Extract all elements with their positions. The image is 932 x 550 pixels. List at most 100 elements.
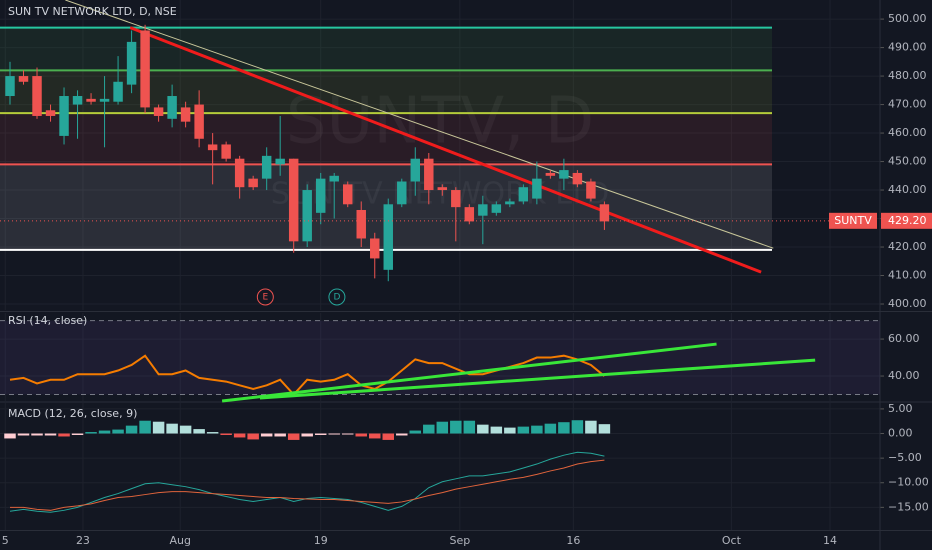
last-price-label: 429.20: [888, 214, 927, 227]
signal-line: [9, 459, 605, 511]
histogram-bar: [463, 420, 476, 434]
zone: [0, 27, 772, 71]
y-tick-label: 460.00: [888, 126, 927, 139]
candle-body: [5, 76, 15, 97]
histogram-bar: [328, 433, 340, 435]
last-price-name: SUNTV: [834, 214, 872, 227]
x-tick-label: Oct: [722, 534, 742, 547]
histogram-bar: [531, 425, 543, 434]
histogram-bar: [598, 424, 611, 434]
histogram-bar: [58, 433, 70, 437]
histogram-bar: [274, 433, 286, 437]
candle-body: [518, 187, 529, 202]
histogram-bar: [571, 420, 584, 434]
candle-body: [532, 178, 542, 199]
y-tick-label: 440.00: [888, 183, 927, 196]
candle-body: [167, 96, 177, 119]
histogram-bar: [125, 425, 138, 434]
histogram-bar: [301, 433, 313, 437]
histogram-bar: [517, 426, 530, 434]
histogram-bar: [31, 433, 43, 436]
candle-body: [72, 96, 83, 105]
candle-body: [221, 144, 231, 159]
candle-body: [410, 158, 421, 182]
candle-body: [59, 96, 69, 136]
y-tick-label: 5.00: [888, 402, 913, 415]
x-tick-label: Sep: [449, 534, 470, 547]
candle-body: [45, 110, 56, 116]
trend-line: [65, 0, 774, 249]
histogram-bar: [247, 433, 259, 440]
histogram-bar: [341, 433, 354, 435]
x-tick-label: 19: [314, 534, 328, 547]
trend-line: [221, 342, 717, 403]
histogram-bar: [206, 432, 219, 434]
histogram-bar: [585, 420, 597, 434]
histogram-bar: [179, 425, 192, 434]
indicator-title: RSI (14, close): [8, 314, 87, 327]
last-price-badge: [881, 212, 932, 229]
histogram-bar: [369, 433, 381, 439]
rsi-band: [0, 320, 880, 395]
candle-body: [248, 178, 258, 188]
histogram-bar: [166, 423, 178, 434]
histogram-bar: [152, 421, 165, 434]
candle-body: [234, 158, 245, 188]
candle-body: [397, 181, 407, 205]
candle-body: [140, 30, 150, 108]
histogram-bar: [382, 433, 395, 440]
y-tick-label: 60.00: [888, 332, 920, 345]
candle-body: [126, 41, 137, 85]
candle-body: [505, 201, 515, 205]
candle-body: [545, 172, 556, 176]
histogram-bar: [287, 433, 300, 440]
candle-body: [261, 155, 272, 179]
event-marker: [328, 288, 346, 306]
candle-body: [451, 190, 461, 208]
histogram-bar: [355, 433, 367, 437]
histogram-bar: [4, 433, 16, 439]
histogram-bar: [544, 423, 557, 434]
last-price-name-badge: [829, 212, 877, 229]
candle-body: [32, 76, 42, 116]
y-tick-label: −10.00: [888, 476, 929, 489]
watermark-subtitle: SUN TV NETWORK LTD: [271, 177, 609, 212]
x-tick-label: Aug: [169, 534, 190, 547]
candle-body: [343, 184, 353, 205]
x-tick-label: 5: [2, 534, 9, 547]
x-tick-label: 14: [823, 534, 837, 547]
y-tick-label: 480.00: [888, 69, 927, 82]
candle-body: [18, 76, 29, 82]
candle-body: [194, 104, 204, 139]
candle-body: [478, 204, 488, 216]
event-marker: [256, 288, 274, 306]
histogram-bar: [423, 424, 435, 434]
histogram-bar: [220, 433, 232, 435]
y-tick-label: 40.00: [888, 369, 920, 382]
histogram-bar: [490, 426, 503, 434]
indicator-title: MACD (12, 26, close, 9): [8, 407, 137, 420]
event-label: D: [333, 293, 340, 303]
histogram-bar: [71, 433, 84, 435]
candle-body: [153, 107, 164, 116]
histogram-bar: [504, 427, 516, 434]
y-tick-label: 420.00: [888, 240, 927, 253]
histogram-bar: [260, 433, 273, 437]
candle-body: [275, 158, 285, 165]
histogram-bar: [233, 433, 246, 438]
candle-body: [207, 144, 218, 151]
y-tick-label: 450.00: [888, 155, 927, 168]
y-tick-label: 0.00: [888, 427, 913, 440]
candle-body: [288, 158, 299, 242]
y-tick-label: −15.00: [888, 500, 929, 513]
histogram-bar: [314, 433, 327, 435]
trend-line: [129, 26, 762, 274]
x-tick-label: 16: [566, 534, 580, 547]
candle-body: [329, 175, 339, 182]
candle-body: [559, 170, 569, 179]
histogram-bar: [139, 420, 151, 434]
x-tick-label: 23: [76, 534, 90, 547]
chart-title: SUN TV NETWORK LTD, D, NSE: [8, 5, 177, 18]
histogram-bar: [558, 422, 570, 434]
